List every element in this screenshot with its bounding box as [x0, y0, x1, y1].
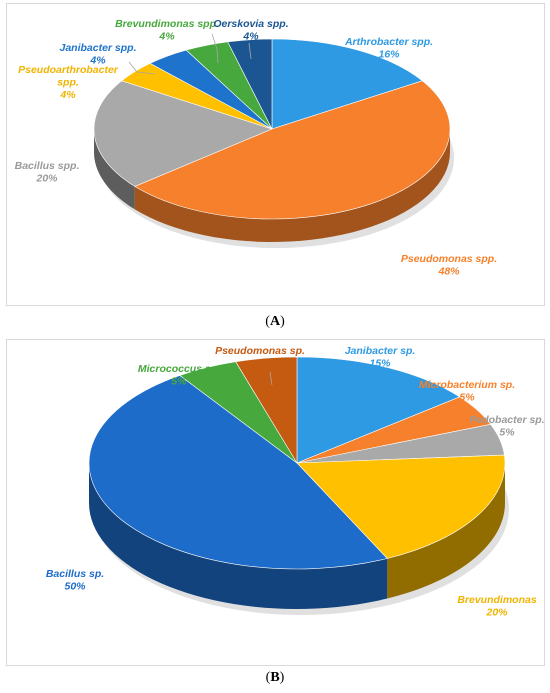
- pie-sides-a: [94, 129, 450, 242]
- data-label-b-microbacterium-sp: Microbacterium sp. 5%: [419, 379, 515, 404]
- data-value-a-oerskovia-spp: 4%: [242, 31, 259, 43]
- data-label-a-oerskovia-spp: Oerskovia spp. 4%: [213, 18, 288, 43]
- data-value-b-bacillus-sp: 50%: [64, 581, 86, 593]
- leader-line-a-brevundimonas-spp: [211, 33, 219, 64]
- pie-sides-b: [89, 463, 505, 609]
- pie-slice-a-bacillus-spp: [93, 80, 273, 187]
- pie-slice-b-brevundimonas: [296, 454, 506, 559]
- data-value-b-janibacter-sp: 15%: [369, 358, 391, 370]
- pie-chart-a: Arthrobacter spp. 16% Pseudomonas spp. 48% B…: [15, 18, 498, 278]
- data-value-b-pseudomonas-sp: 5%: [252, 358, 268, 370]
- data-label-a-pseudoarthrobacter-spp: Pseudoarthrobacter spp. 4%: [18, 64, 119, 101]
- pie-slices-b: [88, 356, 506, 570]
- chart-panel-b: Janibacter sp. 15% Microbacterium sp. 5% Ped…: [6, 339, 545, 666]
- data-value-b-brevundimonas: 20%: [485, 607, 508, 619]
- data-value-b-pedobacter-sp: 5%: [499, 427, 515, 439]
- pie-slice-a-arthrobacter-spp: [271, 38, 423, 130]
- data-value-a-bacillus-spp: 20%: [35, 173, 58, 185]
- data-value-a-janibacter-spp: 4%: [89, 55, 106, 67]
- data-label-a-bacillus-spp: Bacillus spp. 20%: [15, 160, 80, 185]
- pie-slice-b-pseudomonas-sp: [235, 356, 298, 465]
- pie-slice-b-bacillus-sp: [88, 375, 388, 570]
- data-label-a-brevundimonas-spp: Brevundimonas spp. 4%: [115, 18, 219, 43]
- leader-line-a-oerskovia-spp: [248, 42, 252, 60]
- data-label-b-bacillus-sp: Bacillus sp. 50%: [46, 568, 104, 593]
- leader-line-a-janibacter-spp: [128, 61, 156, 75]
- pie-side-b-brevundimonas: [387, 463, 505, 599]
- data-label-a-janibacter-spp: Janibacter spp. 4%: [59, 42, 136, 67]
- data-value-b-micrococcus-sp: 5%: [171, 376, 187, 388]
- pie-slice-b-janibacter-sp: [296, 356, 461, 464]
- pie-chart-b: Janibacter sp. 15%Microbacterium sp. 5% Ped…: [46, 345, 544, 619]
- data-value-b-microbacterium-sp: 5%: [459, 392, 475, 404]
- data-label-a-pseudomonas-spp: Pseudomonas spp. 48%: [401, 253, 497, 278]
- chart-panel-a: Arthrobacter spp. 16% Pseudomonas spp. 48% B…: [6, 3, 545, 306]
- data-value-a-pseudoarthrobacter-spp: 4%: [59, 89, 76, 101]
- data-label-a-arthrobacter-spp: Arthrobacter spp. 16%: [344, 36, 433, 61]
- pie-slice-a-pseudomonas-spp: [134, 80, 451, 220]
- pie-side-b-bacillus-sp: [89, 463, 388, 609]
- caption-b: (B): [265, 670, 285, 685]
- data-label-b-pseudomonas-sp: Pseudomonas sp. 5%: [215, 345, 305, 370]
- pie-slices-a: [93, 38, 451, 220]
- leader-line-a-pseudoarthrobacter-spp: [111, 82, 128, 92]
- data-value-a-pseudomonas-spp: 48%: [437, 266, 460, 278]
- data-value-a-brevundimonas-spp: 4%: [158, 31, 175, 43]
- pie-slice-a-oerskovia-spp: [227, 38, 273, 130]
- leader-line-b-pseudomonas-sp: [269, 371, 273, 386]
- caption-a-letter: A: [269, 314, 281, 329]
- pie-side-a-bacillus-spp: [94, 129, 135, 210]
- data-label-b-brevundimonas: Brevundimonas 20%: [457, 594, 537, 619]
- data-value-a-arthrobacter-spp: 16%: [378, 49, 400, 61]
- caption-a: (A): [265, 314, 285, 329]
- caption-b-letter: B: [270, 670, 280, 685]
- data-label-b-micrococcus-sp: Micrococcus sp. 5%: [138, 363, 220, 388]
- data-label-b-pedobacter-sp: Pedobacter sp. 5%: [469, 414, 544, 439]
- pie-side-a-pseudomonas-spp: [134, 129, 450, 242]
- data-label-b-janibacter-sp: Janibacter sp. 15%: [345, 345, 416, 370]
